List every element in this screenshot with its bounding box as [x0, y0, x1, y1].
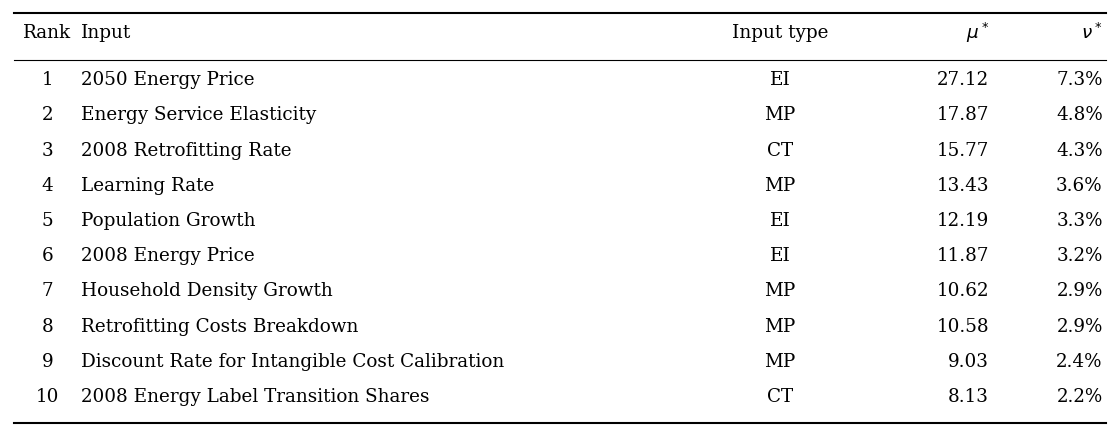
Text: 17.87: 17.87	[936, 106, 989, 124]
Text: 3.6%: 3.6%	[1056, 176, 1103, 194]
Text: 4: 4	[41, 176, 54, 194]
Text: 6: 6	[41, 247, 54, 265]
Text: $\mu^*$: $\mu^*$	[965, 21, 989, 45]
Text: 2.9%: 2.9%	[1056, 317, 1103, 335]
Text: Rank: Rank	[24, 24, 72, 42]
Text: 8: 8	[41, 317, 54, 335]
Text: CT: CT	[767, 387, 793, 405]
Text: MP: MP	[765, 352, 795, 370]
Text: 2050 Energy Price: 2050 Energy Price	[81, 71, 254, 89]
Text: 2.2%: 2.2%	[1056, 387, 1103, 405]
Text: 4.3%: 4.3%	[1056, 141, 1103, 159]
Text: EI: EI	[769, 211, 791, 230]
Text: Learning Rate: Learning Rate	[81, 176, 214, 194]
Text: 2008 Energy Price: 2008 Energy Price	[81, 247, 254, 265]
Text: 3.2%: 3.2%	[1056, 247, 1103, 265]
Text: 2.4%: 2.4%	[1056, 352, 1103, 370]
Text: 2008 Retrofitting Rate: 2008 Retrofitting Rate	[81, 141, 291, 159]
Text: $\nu^*$: $\nu^*$	[1081, 23, 1103, 43]
Text: MP: MP	[765, 282, 795, 300]
Text: 7.3%: 7.3%	[1056, 71, 1103, 89]
Text: Discount Rate for Intangible Cost Calibration: Discount Rate for Intangible Cost Calibr…	[81, 352, 504, 370]
Text: 11.87: 11.87	[936, 247, 989, 265]
Text: MP: MP	[765, 176, 795, 194]
Text: 1: 1	[41, 71, 53, 89]
Text: Input: Input	[81, 24, 131, 42]
Text: Household Density Growth: Household Density Growth	[81, 282, 333, 300]
Text: Retrofitting Costs Breakdown: Retrofitting Costs Breakdown	[81, 317, 358, 335]
Text: 10.62: 10.62	[936, 282, 989, 300]
Text: Input type: Input type	[731, 24, 829, 42]
Text: 3.3%: 3.3%	[1056, 211, 1103, 230]
Text: EI: EI	[769, 71, 791, 89]
Text: MP: MP	[765, 317, 795, 335]
Text: 9.03: 9.03	[949, 352, 989, 370]
Text: 15.77: 15.77	[936, 141, 989, 159]
Text: Population Growth: Population Growth	[81, 211, 255, 230]
Text: 3: 3	[41, 141, 53, 159]
Text: 2008 Energy Label Transition Shares: 2008 Energy Label Transition Shares	[81, 387, 429, 405]
Text: EI: EI	[769, 247, 791, 265]
Text: 5: 5	[41, 211, 53, 230]
Text: MP: MP	[765, 106, 795, 124]
Text: 8.13: 8.13	[949, 387, 989, 405]
Text: 12.19: 12.19	[936, 211, 989, 230]
Text: 2: 2	[41, 106, 53, 124]
Text: 9: 9	[41, 352, 53, 370]
Text: 2.9%: 2.9%	[1056, 282, 1103, 300]
Text: 10.58: 10.58	[936, 317, 989, 335]
Text: CT: CT	[767, 141, 793, 159]
Text: 27.12: 27.12	[937, 71, 989, 89]
Text: 4.8%: 4.8%	[1056, 106, 1103, 124]
Text: 13.43: 13.43	[936, 176, 989, 194]
Text: 10: 10	[36, 387, 59, 405]
Text: Energy Service Elasticity: Energy Service Elasticity	[81, 106, 316, 124]
Text: 7: 7	[41, 282, 53, 300]
